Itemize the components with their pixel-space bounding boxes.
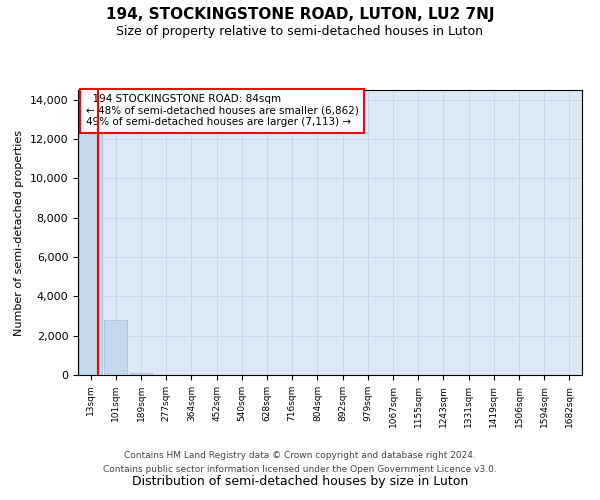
- Text: 194 STOCKINGSTONE ROAD: 84sqm  
← 48% of semi-detached houses are smaller (6,862: 194 STOCKINGSTONE ROAD: 84sqm ← 48% of s…: [86, 94, 358, 128]
- Bar: [79, 110, 102, 375]
- Text: Distribution of semi-detached houses by size in Luton: Distribution of semi-detached houses by …: [132, 474, 468, 488]
- Text: Contains HM Land Registry data © Crown copyright and database right 2024.: Contains HM Land Registry data © Crown c…: [124, 451, 476, 460]
- Text: Contains public sector information licensed under the Open Government Licence v3: Contains public sector information licen…: [103, 465, 497, 474]
- Bar: [104, 320, 127, 375]
- Text: Size of property relative to semi-detached houses in Luton: Size of property relative to semi-detach…: [116, 25, 484, 38]
- Y-axis label: Number of semi-detached properties: Number of semi-detached properties: [14, 130, 24, 336]
- Bar: [130, 372, 152, 375]
- Text: 194, STOCKINGSTONE ROAD, LUTON, LU2 7NJ: 194, STOCKINGSTONE ROAD, LUTON, LU2 7NJ: [106, 8, 494, 22]
